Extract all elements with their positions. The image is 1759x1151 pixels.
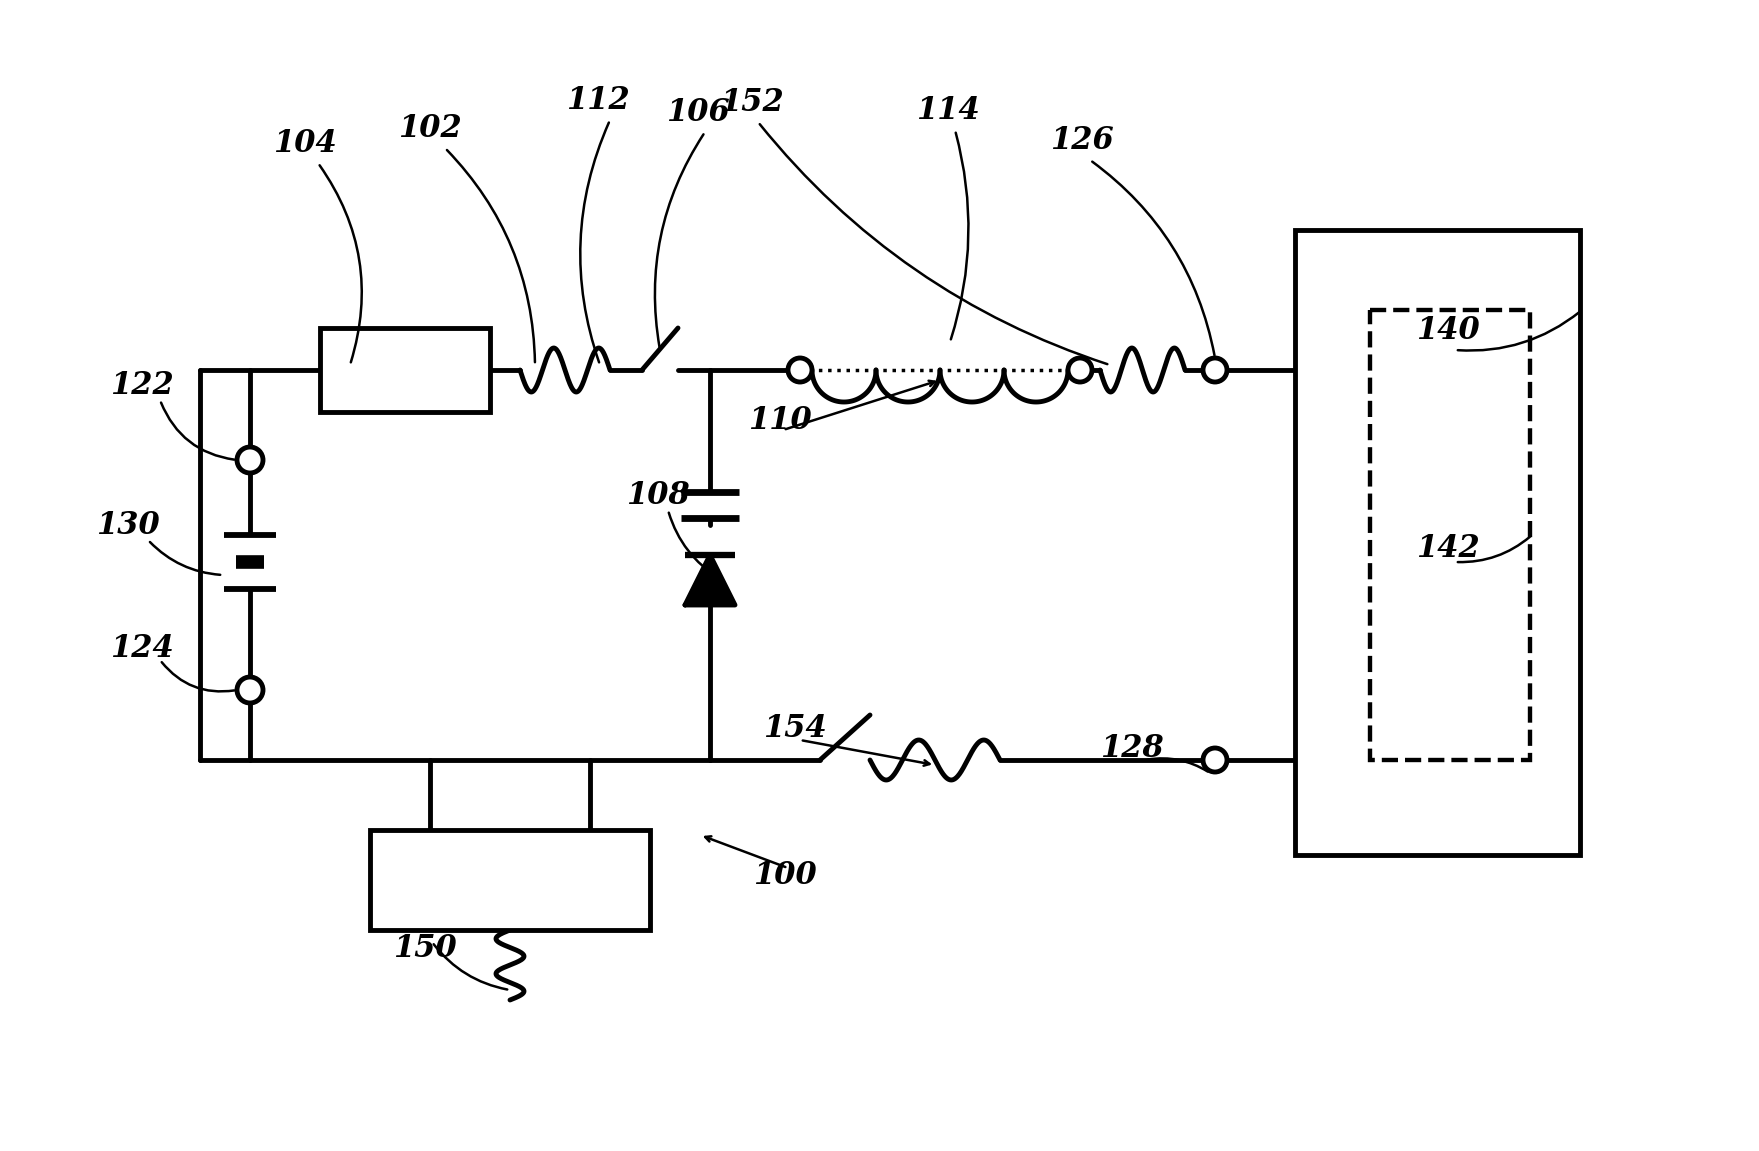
Text: 126: 126	[1050, 124, 1113, 155]
Text: 128: 128	[1099, 732, 1164, 763]
Text: 104: 104	[273, 128, 338, 159]
Text: 114: 114	[916, 94, 980, 125]
Circle shape	[788, 358, 813, 382]
Text: 140: 140	[1416, 314, 1479, 345]
Text: 112: 112	[566, 84, 630, 115]
Text: 150: 150	[392, 932, 457, 963]
Polygon shape	[684, 555, 735, 605]
Circle shape	[237, 447, 264, 473]
Circle shape	[237, 677, 264, 703]
Text: 154: 154	[763, 712, 827, 744]
Text: 122: 122	[111, 369, 174, 401]
Text: 130: 130	[97, 510, 160, 541]
Bar	[1295, 230, 1580, 855]
Text: 102: 102	[398, 113, 463, 144]
Text: 106: 106	[667, 97, 730, 128]
Text: 124: 124	[111, 633, 174, 663]
Circle shape	[1203, 748, 1228, 772]
Circle shape	[1068, 358, 1092, 382]
Text: 100: 100	[753, 860, 816, 891]
Bar	[1370, 310, 1530, 760]
Text: 152: 152	[719, 86, 785, 117]
Text: 110: 110	[748, 404, 813, 435]
Text: 108: 108	[626, 480, 690, 511]
Circle shape	[1203, 358, 1228, 382]
Text: 142: 142	[1416, 533, 1479, 564]
Bar	[369, 830, 651, 930]
Bar	[320, 328, 491, 412]
